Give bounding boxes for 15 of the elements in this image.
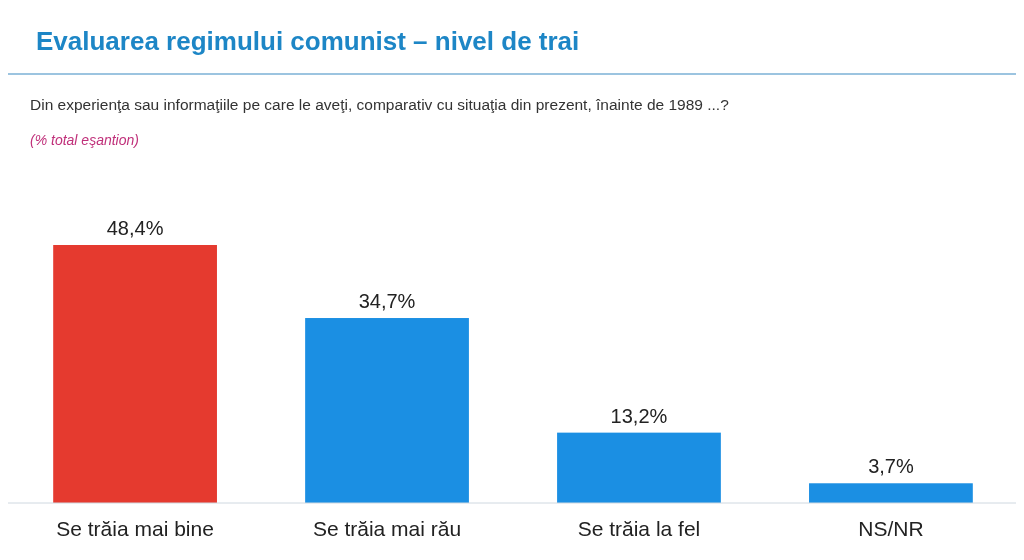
chart-subtitle: Din experienţa sau informaţiile pe care le aveţi, comparativ cu situaţia din prezent, înainte de 1989 ...? <box>30 96 730 113</box>
data-label: 48,4% <box>106 217 164 239</box>
x-tick-label: Se trăia mai bine <box>56 517 214 540</box>
data-label: 3,7% <box>868 455 914 478</box>
bar <box>53 245 217 503</box>
chart-title: Evaluarea regimului comunist – nivel de trai <box>36 26 580 56</box>
data-label: 34,7% <box>358 290 416 313</box>
text: (% total eşantion) <box>30 132 139 148</box>
bar <box>557 432 721 503</box>
x-tick-label: Se trăia mai rău <box>312 517 462 540</box>
x-tick-label: NS/NR <box>858 517 924 540</box>
bar <box>305 318 469 503</box>
x-tick-label: Se trăia la fel <box>577 517 701 540</box>
bar <box>809 483 973 503</box>
data-label: 13,2% <box>610 404 668 427</box>
